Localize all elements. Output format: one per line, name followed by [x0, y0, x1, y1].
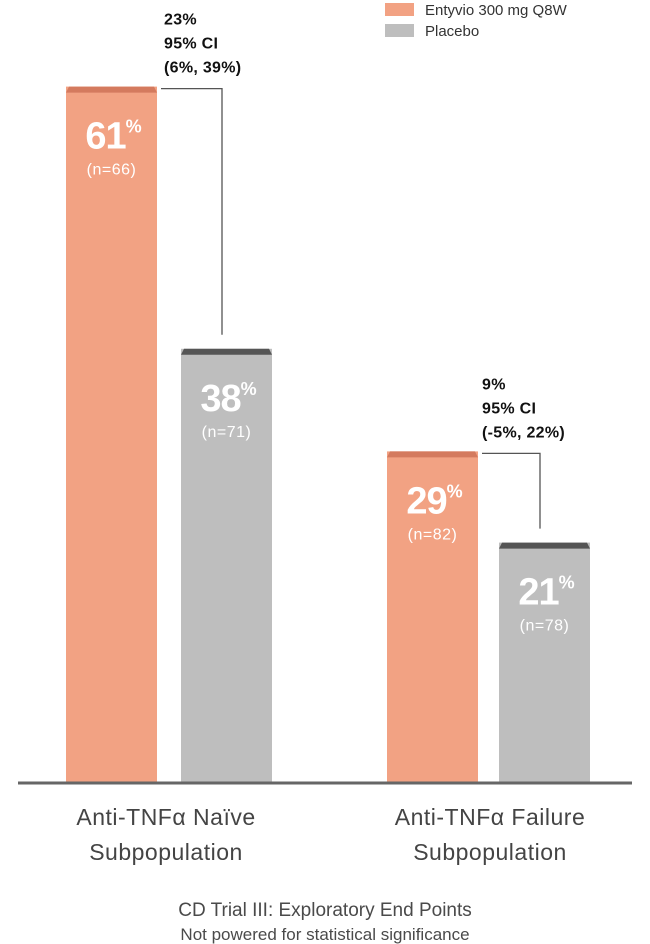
ci-text-line: 23%: [164, 12, 197, 29]
ci-bracket-1: [161, 87, 223, 335]
legend-swatch-placebo: [385, 24, 414, 37]
value-label: 38%: [200, 378, 256, 420]
bar-entyvio-1: [66, 86, 157, 783]
ci-text-line: 95% CI: [482, 400, 536, 417]
bar-cap-entyvio-1: [66, 86, 157, 93]
n-label: (n=78): [520, 618, 570, 635]
category-label: Anti-TNFα Failure: [395, 804, 586, 830]
bar-entyvio-2: [387, 451, 478, 782]
ci-bracket-2: [482, 452, 541, 529]
bar-cap-placebo-1: [181, 348, 272, 355]
footer-title: CD Trial III: Exploratory End Points: [178, 900, 472, 921]
ci-text-line: (-5%, 22%): [482, 424, 565, 441]
footer-subtitle: Not powered for statistical significance: [180, 925, 469, 944]
legend-label-placebo: Placebo: [425, 23, 479, 40]
bar-placebo-2: [499, 542, 590, 782]
bar-cap-entyvio-2: [387, 451, 478, 458]
category-sublabel: Subpopulation: [413, 839, 567, 865]
category-label: Anti-TNFα Naïve: [76, 804, 255, 830]
legend-label-entyvio: Entyvio 300 mg Q8W: [425, 2, 568, 19]
category-sublabel: Subpopulation: [89, 839, 243, 865]
n-label: (n=66): [87, 162, 137, 179]
legend: Entyvio 300 mg Q8W Placebo: [385, 2, 568, 40]
bar-cap-placebo-2: [499, 542, 590, 549]
ci-text-line: (6%, 39%): [164, 60, 241, 77]
footer: CD Trial III: Exploratory End Points Not…: [178, 900, 472, 944]
value-label: 21%: [518, 572, 574, 614]
n-label: (n=82): [408, 526, 458, 543]
bars-group: 61% (n=66) 38% (n=71) 29% (n=82) 21% (n=78): [66, 86, 590, 783]
category-labels-group: Anti-TNFα Naïve Subpopulation Anti-TNFα Fa…: [76, 804, 586, 865]
ci-text-line: 9%: [482, 376, 506, 393]
value-label: 61%: [85, 116, 141, 158]
value-label: 29%: [406, 480, 462, 522]
legend-swatch-entyvio: [385, 3, 414, 16]
ci-brackets-group: 23% 95% CI (6%, 39%) 9% 95% CI (-5%, 22%): [161, 12, 565, 529]
ci-text-line: 95% CI: [164, 36, 218, 53]
bar-placebo-1: [181, 348, 272, 782]
n-label: (n=71): [202, 424, 252, 441]
